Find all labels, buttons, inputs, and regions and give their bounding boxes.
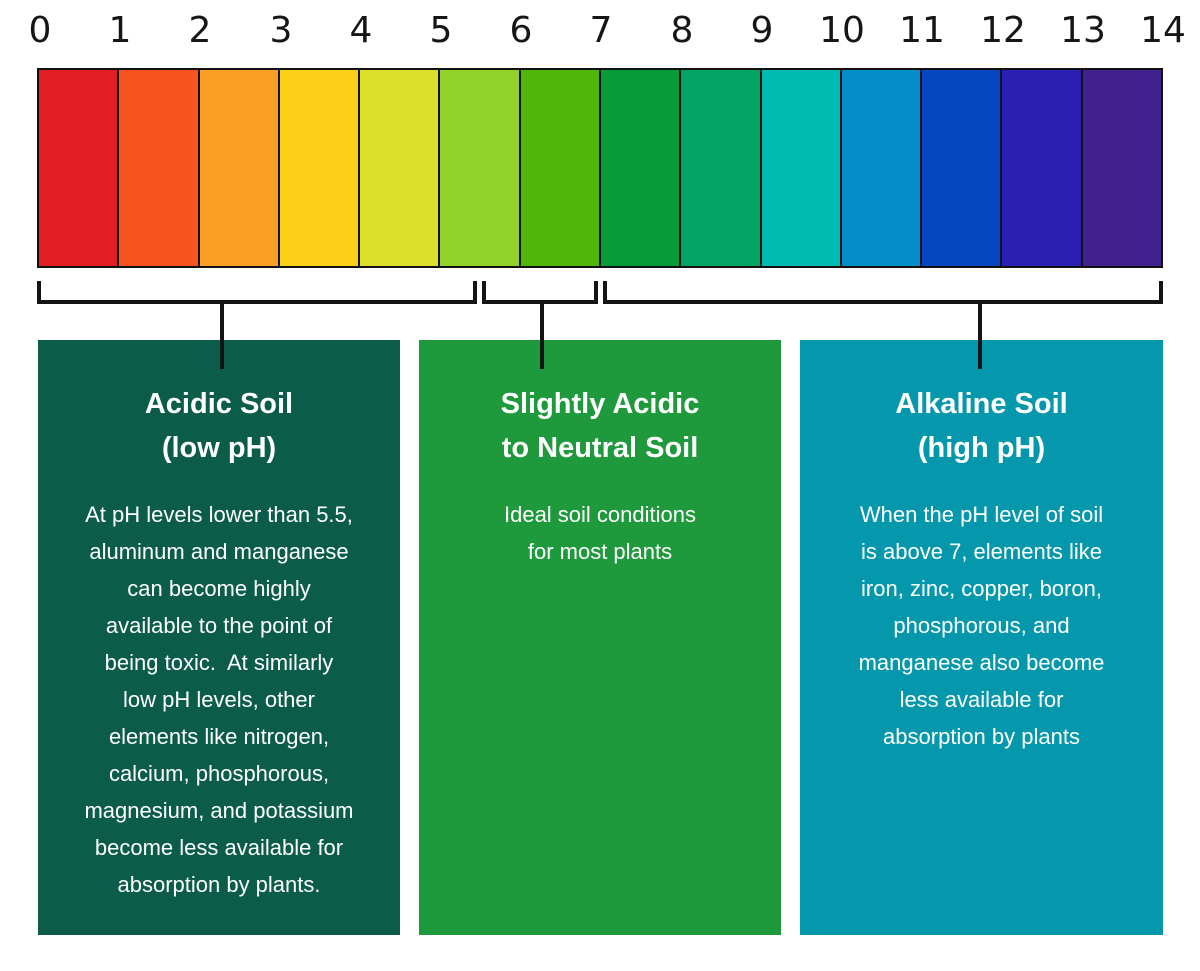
ph-segment-8 <box>679 70 760 266</box>
ph-tick-label-6: 6 <box>509 10 533 51</box>
ph-segment-6 <box>518 70 599 266</box>
ph-segment-10 <box>839 70 921 266</box>
ph-scale-bar <box>37 68 1163 268</box>
ph-tick-label-1: 1 <box>108 10 132 51</box>
ph-tick-label-10: 10 <box>819 10 865 51</box>
ph-tick-label-11: 11 <box>899 10 945 51</box>
connector-alkaline-line <box>978 300 982 369</box>
ph-tick-label-3: 3 <box>269 10 293 51</box>
ph-tick-label-5: 5 <box>429 10 453 51</box>
info-box-acidic-title: Acidic Soil (low pH) <box>144 388 294 464</box>
info-box-alkaline-body: When the pH level of soil is above 7, el… <box>858 502 1105 749</box>
ph-tick-label-8: 8 <box>670 10 694 51</box>
ph-segment-4 <box>358 70 439 266</box>
ph-tick-label-4: 4 <box>349 10 373 51</box>
ph-tick-label-2: 2 <box>188 10 212 51</box>
ph-segment-13 <box>1080 70 1161 266</box>
bracket-acidic-range <box>37 281 477 304</box>
info-box-neutral: Slightly Acidic to Neutral Soil Ideal so… <box>419 340 781 935</box>
connector-acidic-line <box>220 300 224 369</box>
ph-tick-label-12: 12 <box>980 10 1026 51</box>
ph-segment-1 <box>117 70 198 266</box>
ph-segment-11 <box>920 70 1001 266</box>
ph-segment-3 <box>277 70 359 266</box>
info-box-alkaline-title: Alkaline Soil (high pH) <box>895 388 1068 464</box>
ph-tick-label-9: 9 <box>750 10 774 51</box>
ph-tick-label-13: 13 <box>1060 10 1106 51</box>
ph-segment-5 <box>438 70 519 266</box>
connector-neutral-line <box>540 300 544 369</box>
ph-tick-label-14: 14 <box>1140 10 1186 51</box>
ph-segment-9 <box>759 70 840 266</box>
ph-segment-12 <box>1000 70 1081 266</box>
ph-tick-label-0: 0 <box>28 10 52 51</box>
info-box-acidic-body: At pH levels lower than 5.5, aluminum an… <box>84 502 354 897</box>
info-box-neutral-body: Ideal soil conditions for most plants <box>503 502 696 564</box>
ph-tick-label-7: 7 <box>589 10 613 51</box>
bracket-alkaline-range <box>603 281 1163 304</box>
ph-segment-2 <box>197 70 278 266</box>
info-box-neutral-title: Slightly Acidic to Neutral Soil <box>500 388 700 464</box>
ph-segment-7 <box>598 70 680 266</box>
ph-segment-0 <box>39 70 118 266</box>
info-box-acidic: Acidic Soil (low pH) At pH levels lower … <box>38 340 400 935</box>
info-box-alkaline: Alkaline Soil (high pH) When the pH leve… <box>800 340 1163 935</box>
